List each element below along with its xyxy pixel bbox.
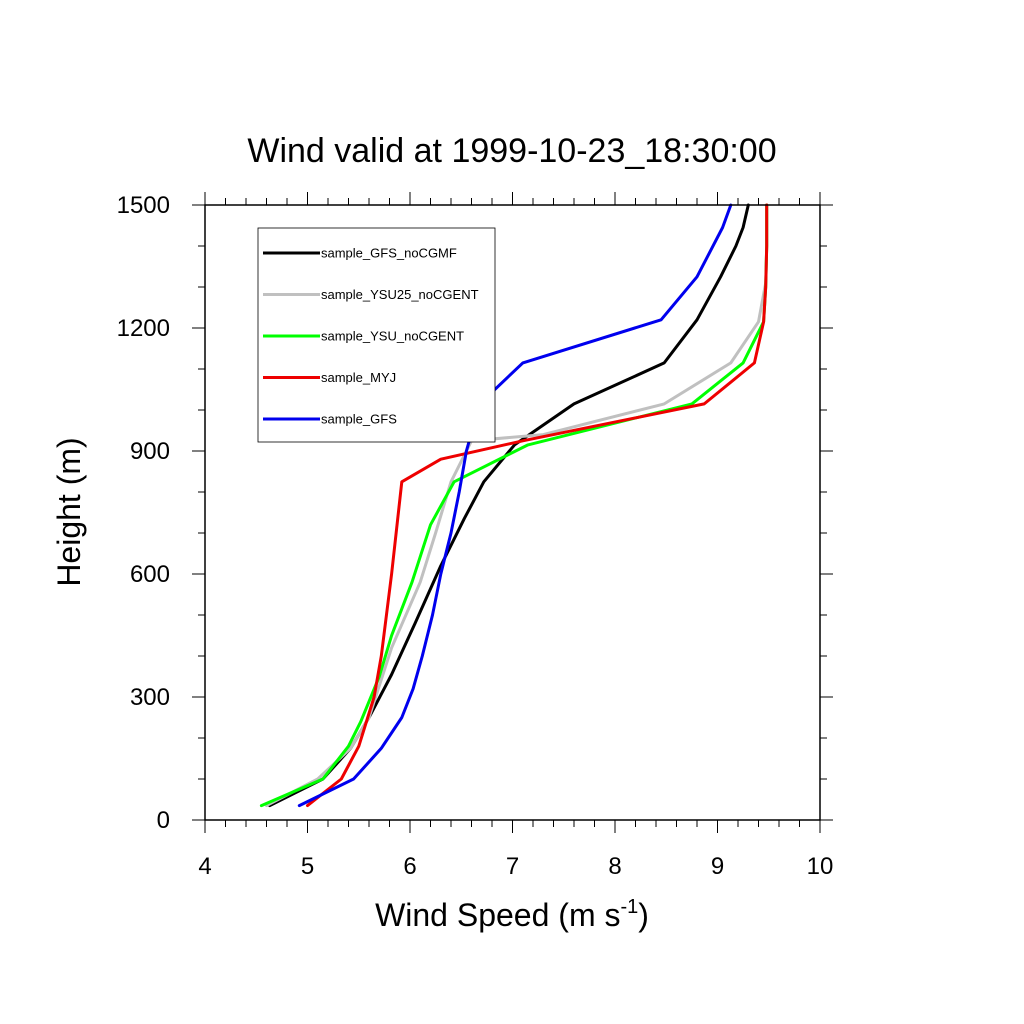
series-line-sample-ysu25-nocgent <box>265 203 769 808</box>
tick-labels: 4 5 6 7 8 9 10 0 300 600 900 1200 1500 <box>117 192 834 880</box>
legend-label: sample_MYJ <box>321 370 396 385</box>
series-lines <box>259 203 769 808</box>
y-tick-label: 600 <box>130 561 170 588</box>
x-tick-label: 7 <box>506 853 519 880</box>
legend-label: sample_GFS_noCGMF <box>321 246 457 261</box>
series-line-sample-myj <box>306 203 769 808</box>
legend-label: sample_YSU25_noCGENT <box>321 287 479 302</box>
x-axis-label-end: ) <box>638 897 649 933</box>
x-tick-label: 10 <box>807 853 834 880</box>
series-line-sample-gfs <box>297 203 733 808</box>
plot-frame <box>204 204 821 821</box>
x-tick-label: 4 <box>198 853 211 880</box>
legend-label: sample_YSU_noCGENT <box>321 329 464 344</box>
y-tick-label: 0 <box>157 807 170 834</box>
y-tick-label: 900 <box>130 438 170 465</box>
x-tick-label: 8 <box>608 853 621 880</box>
y-tick-label: 1500 <box>117 192 170 219</box>
x-axis-label: Wind Speed (m s-1) <box>375 896 649 933</box>
y-tick-label: 1200 <box>117 315 170 342</box>
x-axis-label-superscript: -1 <box>620 896 638 918</box>
x-axis-label-main: Wind Speed (m s <box>375 897 620 933</box>
legend: sample_GFS_noCGMF sample_YSU25_noCGENTsam… <box>257 227 496 443</box>
y-axis-label: Height (m) <box>51 437 87 586</box>
chart-title: Wind valid at 1999-10-23_18:30:00 <box>247 132 776 170</box>
axis-ticks <box>192 192 833 833</box>
x-tick-label: 6 <box>403 853 416 880</box>
y-tick-label: 300 <box>130 684 170 711</box>
x-tick-label: 9 <box>711 853 724 880</box>
x-tick-label: 5 <box>301 853 314 880</box>
legend-label: sample_GFS <box>321 412 397 427</box>
